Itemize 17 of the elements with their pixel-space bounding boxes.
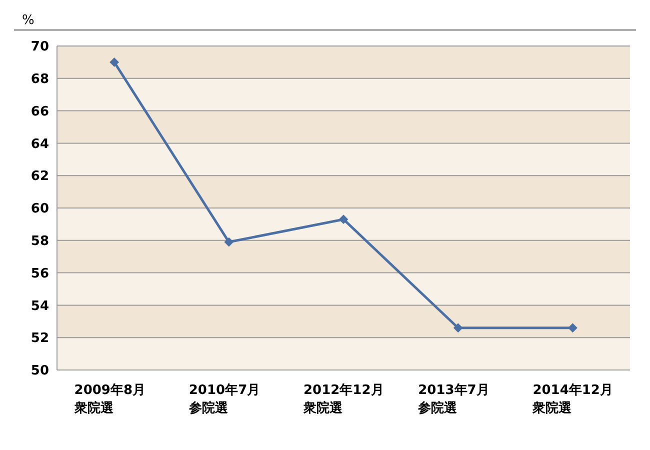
- y-tick-label: 70: [30, 40, 49, 55]
- y-axis-title: %: [22, 13, 34, 28]
- y-tick-label: 66: [30, 104, 49, 120]
- y-tick-label: 68: [30, 72, 49, 88]
- y-tick-label: 62: [30, 169, 49, 184]
- y-tick-label: 54: [30, 298, 49, 314]
- x-tick-label: 2010年7月参院選: [188, 383, 260, 416]
- y-tick-label: 50: [30, 364, 49, 379]
- x-tick-label: 2014年12月衆院選: [532, 383, 613, 416]
- x-tick-label: 2009年8月衆院選: [73, 383, 146, 416]
- y-tick-label: 52: [30, 331, 49, 346]
- y-tick-label: 64: [30, 136, 49, 152]
- y-tick-label: 60: [30, 202, 49, 217]
- y-tick-label: 56: [30, 266, 49, 282]
- x-tick-label: 2013年7月参院選: [417, 383, 490, 416]
- y-tick-label: 58: [30, 234, 49, 250]
- x-tick-label: 2012年12月衆院選: [302, 383, 384, 416]
